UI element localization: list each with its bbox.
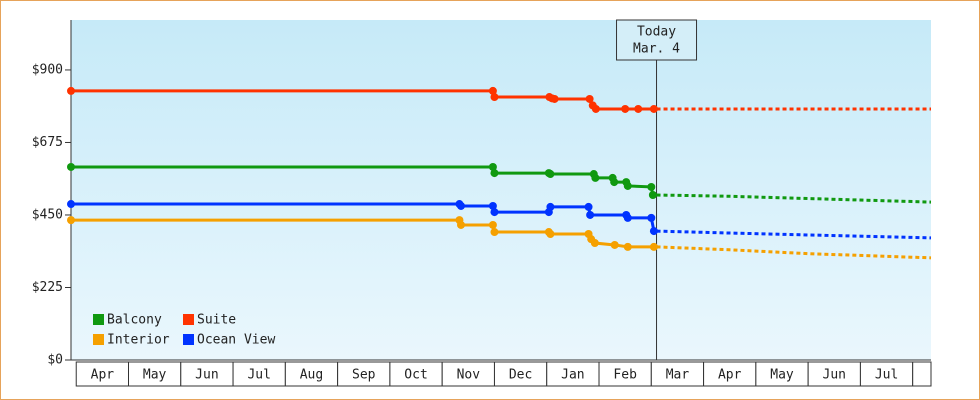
y-tick-label: $225 (32, 280, 63, 295)
x-tick-label: Jul (247, 368, 270, 383)
point (591, 104, 600, 113)
legend-swatch (93, 334, 104, 345)
legend-label: Interior (107, 333, 170, 348)
point (488, 201, 497, 210)
x-tick-label: Jan (561, 368, 584, 383)
point (649, 227, 658, 236)
point (610, 240, 619, 249)
x-tick-box (546, 361, 600, 387)
point (490, 169, 499, 178)
legend-label: Ocean View (197, 333, 275, 348)
x-tick-label: Jun (823, 368, 846, 383)
point (546, 202, 555, 211)
x-tick-label: Sep (352, 368, 376, 383)
point (550, 94, 559, 103)
point (623, 213, 632, 222)
x-tick-label: Apr (718, 368, 742, 383)
y-tick-label: $900 (32, 62, 63, 77)
forecast-line (656, 193, 932, 204)
point (623, 181, 632, 190)
point (621, 104, 630, 113)
x-tick-box (650, 361, 705, 387)
point (634, 104, 643, 113)
point (647, 182, 656, 191)
point (67, 216, 75, 225)
plot-area (71, 20, 931, 360)
legend-label: Suite (197, 313, 236, 328)
x-tick-label: Mar (666, 368, 690, 383)
point (590, 239, 599, 248)
point (67, 86, 75, 95)
x-tick-label: Jul (875, 368, 898, 383)
x-tick-box (859, 361, 914, 387)
point (488, 162, 497, 171)
legend-swatch (183, 314, 194, 325)
x-tick-box (807, 361, 861, 387)
y-tick-label: $0 (47, 353, 63, 368)
x-tick-box (128, 361, 182, 387)
x-tick-box (912, 361, 932, 387)
point (67, 162, 75, 171)
point (490, 93, 499, 102)
today-box (616, 19, 698, 61)
point (488, 86, 497, 95)
x-tick-box (284, 361, 339, 387)
legend-swatch (93, 314, 104, 325)
today-label: Mar. 4 (633, 42, 680, 57)
point (584, 202, 593, 211)
point (457, 201, 466, 210)
point (610, 178, 619, 187)
x-tick-label: Dec (509, 368, 532, 383)
point (649, 242, 658, 251)
x-tick-label: Nov (457, 368, 481, 383)
x-tick-box (232, 361, 286, 387)
point (585, 94, 594, 103)
x-tick-label: Aug (300, 368, 323, 383)
point (586, 210, 595, 219)
y-tick-label: $675 (32, 135, 63, 150)
legend-swatch (183, 334, 194, 345)
x-tick-label: May (143, 368, 167, 383)
forecast-line (656, 245, 932, 260)
point (490, 228, 499, 237)
point (546, 229, 555, 238)
point (647, 213, 656, 222)
x-tick-box (703, 361, 757, 387)
point (457, 220, 466, 229)
point (488, 220, 497, 229)
point (546, 170, 555, 179)
x-tick-label: May (770, 368, 794, 383)
x-tick-label: Feb (613, 368, 637, 383)
point (648, 190, 657, 199)
legend-label: Balcony (107, 313, 162, 328)
y-tick-label: $450 (32, 207, 63, 222)
point (649, 104, 658, 113)
point (67, 200, 75, 209)
x-tick-label: Apr (91, 368, 115, 383)
point (591, 173, 600, 182)
today-label: Today (637, 25, 676, 40)
point (490, 208, 499, 217)
x-tick-box (180, 361, 234, 387)
forecast-line (656, 229, 932, 240)
x-tick-label: Jun (195, 368, 218, 383)
x-tick-box (441, 361, 495, 387)
point (623, 242, 632, 251)
x-tick-box (75, 361, 130, 387)
x-tick-label: Oct (404, 368, 427, 383)
